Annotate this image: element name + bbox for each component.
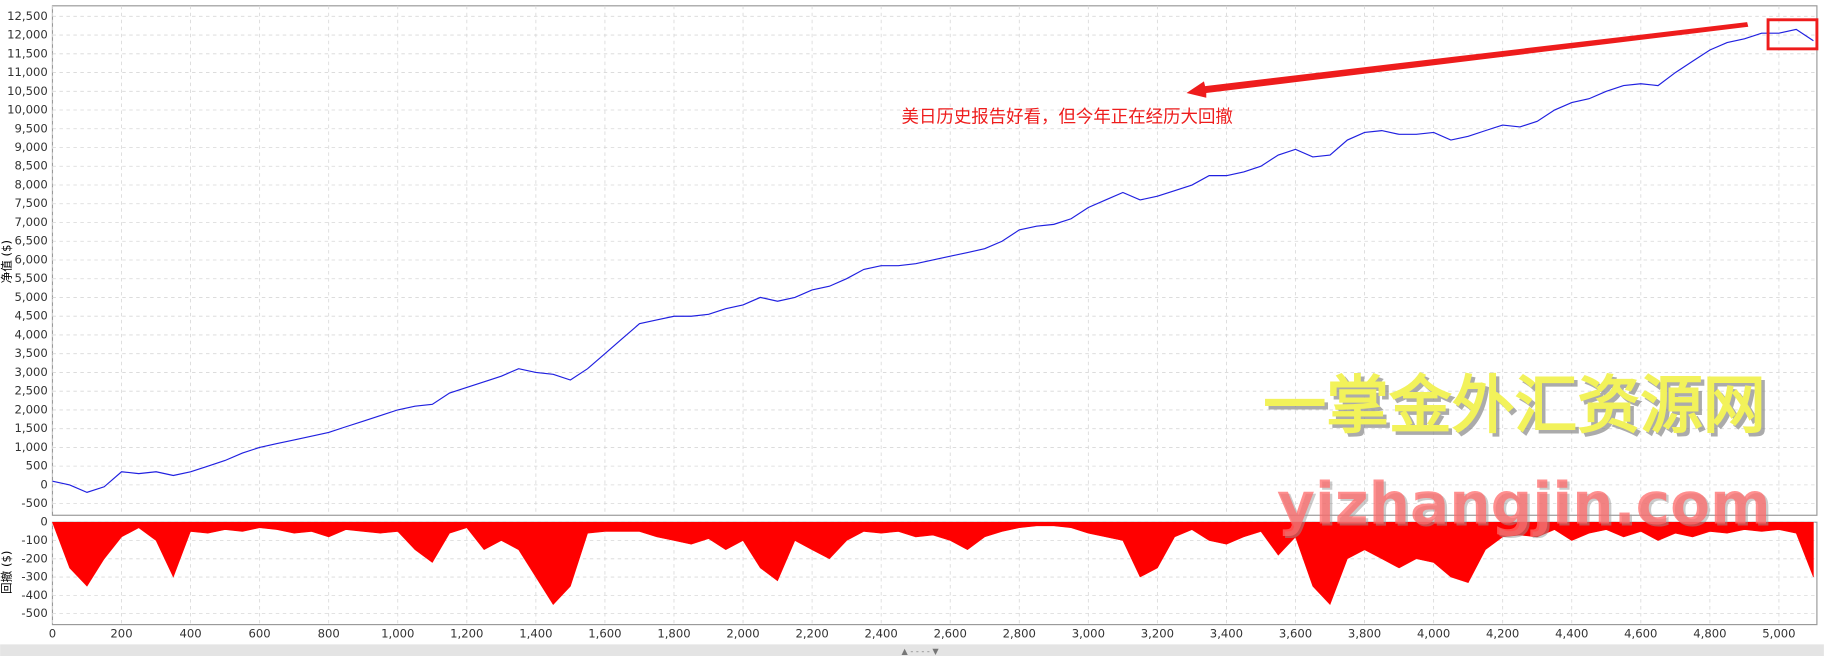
y-tick-label: -300 xyxy=(21,570,47,584)
plot-layer: -50005001,0001,5002,0002,5003,0003,5004,… xyxy=(7,5,1817,640)
y-tick-label: 5,500 xyxy=(15,271,48,285)
y-tick-label: 10,500 xyxy=(7,84,48,98)
x-tick-label: 3,000 xyxy=(1072,626,1105,640)
scroll-bar xyxy=(0,644,1824,656)
x-tick-label: 0 xyxy=(49,626,56,640)
y-tick-label: 6,000 xyxy=(15,252,48,266)
y-tick-label: 3,500 xyxy=(15,346,48,360)
x-tick-label: 2,400 xyxy=(865,626,898,640)
y-tick-label: -200 xyxy=(21,551,47,565)
x-tick-label: 1,200 xyxy=(450,626,483,640)
x-tick-label: 200 xyxy=(110,626,132,640)
x-tick-label: 4,200 xyxy=(1486,626,1519,640)
y-tick-label: 0 xyxy=(40,477,47,491)
y-tick-label: 8,000 xyxy=(15,178,48,192)
highlight-box xyxy=(1766,18,1819,51)
x-tick-label: 3,800 xyxy=(1348,626,1381,640)
y-tick-label: 9,000 xyxy=(15,140,48,154)
x-tick-label: 2,200 xyxy=(795,626,828,640)
x-tick-label: 3,600 xyxy=(1279,626,1312,640)
scroll-handle: ▲ - - - - ▼ xyxy=(902,646,940,656)
y-tick-label: -500 xyxy=(21,606,47,620)
y-tick-label: -500 xyxy=(21,496,47,510)
x-tick-label: 1,600 xyxy=(588,626,621,640)
y-tick-label: 9,500 xyxy=(15,121,48,135)
y-tick-label: 12,500 xyxy=(7,9,48,23)
y-tick-label: 2,500 xyxy=(15,384,48,398)
x-tick-label: 1,400 xyxy=(519,626,552,640)
y-tick-label: 8,500 xyxy=(15,159,48,173)
x-tick-label: 4,000 xyxy=(1417,626,1450,640)
y-tick-label: 4,000 xyxy=(15,327,48,341)
watermark-url: yizhangjin.com xyxy=(1277,469,1771,537)
y-axis-label: 净值 ($) xyxy=(0,240,14,283)
x-tick-label: 3,200 xyxy=(1141,626,1174,640)
x-tick-label: 1,000 xyxy=(381,626,414,640)
y-tick-label: 500 xyxy=(26,459,48,473)
watermark: 一掌金外汇资源网 xyxy=(1263,369,1765,442)
x-tick-label: 4,800 xyxy=(1693,626,1726,640)
y-tick-label: 5,000 xyxy=(15,290,48,304)
y-tick-label: 2,000 xyxy=(15,402,48,416)
y-tick-label: 1,000 xyxy=(15,440,48,454)
x-tick-label: 1,800 xyxy=(657,626,690,640)
watermark-shadow: 一掌金外汇资源网 xyxy=(1267,372,1769,445)
y-tick-label: 0 xyxy=(40,515,47,529)
y-tick-label: -100 xyxy=(21,533,47,547)
y-axis-label: 回撤 ($) xyxy=(0,551,14,594)
y-tick-label: 4,500 xyxy=(15,309,48,323)
x-tick-label: 600 xyxy=(249,626,271,640)
x-tick-label: 4,600 xyxy=(1624,626,1657,640)
y-tick-label: -400 xyxy=(21,588,47,602)
y-tick-label: 6,500 xyxy=(15,234,48,248)
y-tick-label: 7,000 xyxy=(15,215,48,229)
x-tick-label: 800 xyxy=(318,626,340,640)
plot-frame xyxy=(51,5,1818,516)
annotation: 美日历史报告好看，但今年正在经历大回撤 xyxy=(902,107,1233,127)
x-tick-label: 2,600 xyxy=(934,626,967,640)
x-tick-label: 2,000 xyxy=(726,626,759,640)
y-tick-label: 1,500 xyxy=(15,421,48,435)
x-tick-label: 400 xyxy=(179,626,201,640)
x-tick-label: 2,800 xyxy=(1003,626,1036,640)
y-tick-label: 11,500 xyxy=(7,46,48,60)
x-tick-label: 4,400 xyxy=(1555,626,1588,640)
y-tick-label: 3,000 xyxy=(15,365,48,379)
y-tick-label: 10,000 xyxy=(7,103,48,117)
y-tick-label: 11,000 xyxy=(7,65,48,79)
watermark-url-shadow: yizhangjin.com xyxy=(1279,472,1773,540)
x-tick-label: 5,000 xyxy=(1762,626,1795,640)
annotation-arrow xyxy=(1186,22,1749,98)
x-tick-label: 3,400 xyxy=(1210,626,1243,640)
y-tick-label: 7,500 xyxy=(15,196,48,210)
drawdown-area xyxy=(52,521,1814,606)
y-tick-label: 12,000 xyxy=(7,28,48,42)
equity-line xyxy=(52,28,1814,493)
